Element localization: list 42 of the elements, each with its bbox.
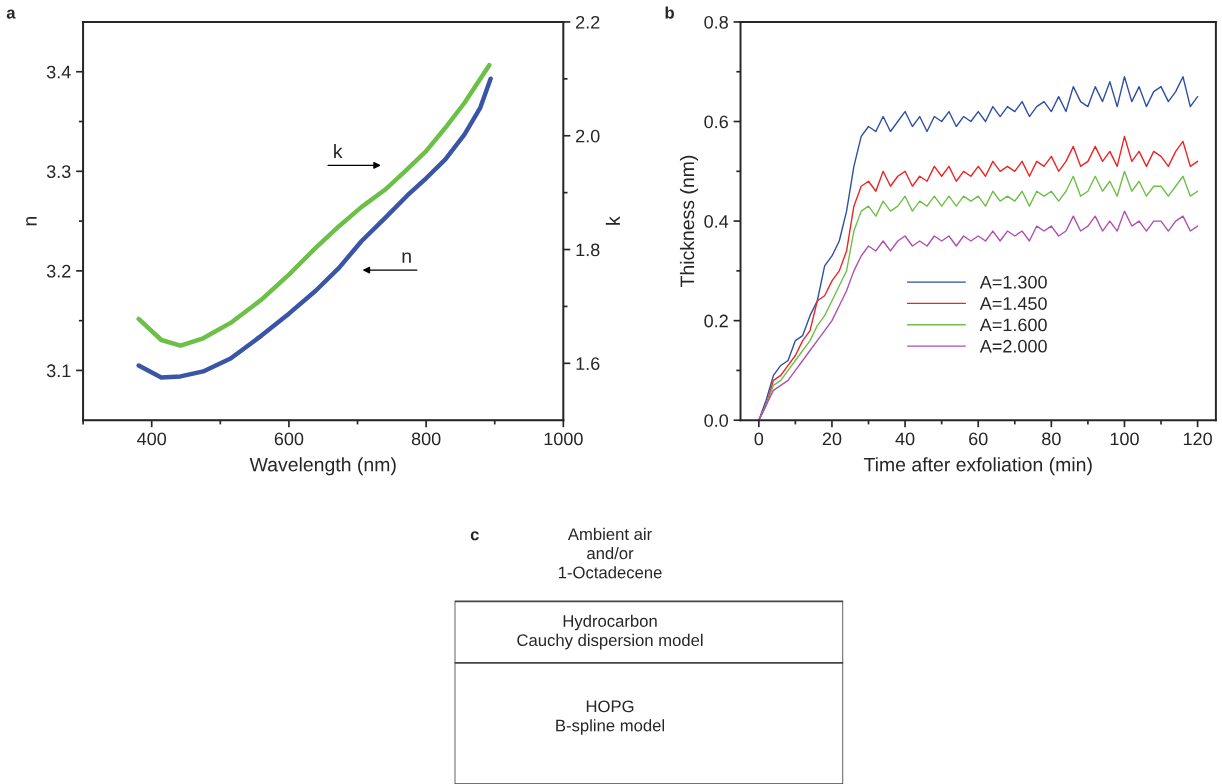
y-tick-label: 3.4: [46, 65, 71, 79]
x-axis-title: Wavelength (nm): [249, 457, 396, 476]
x-tick-label: 20: [822, 432, 842, 446]
annotation: k: [334, 144, 343, 159]
y-tick-label: 0.0: [704, 414, 729, 427]
chart-title: a: [6, 9, 16, 19]
x-tick-label: 80: [1042, 432, 1061, 446]
text: c: [470, 531, 479, 541]
y2-axis-title: k: [605, 216, 620, 225]
y-tick-label: 0.6: [704, 115, 728, 129]
y-tick-label: 0.2: [704, 314, 728, 328]
y2-tick-label: 1.8: [576, 243, 600, 257]
line-series: [758, 210, 1199, 421]
legend-label: A=1.600: [979, 318, 1047, 332]
legend-label: A=2.000: [979, 339, 1047, 353]
y2-tick-label: 2.0: [576, 129, 600, 143]
x-tick-label: 120: [1183, 432, 1212, 446]
x-axis-title: Time after exfoliation (min): [863, 457, 1092, 476]
y-tick-label: 3.2: [46, 264, 71, 278]
legend-label: A=1.300: [979, 275, 1047, 289]
y2-tick-label: 2.2: [576, 15, 600, 29]
x-tick-label: 40: [895, 432, 915, 446]
y2-tick-label: 1.6: [576, 357, 600, 371]
y-tick-label: 3.3: [46, 165, 71, 179]
text: Hydrocarbon Cauchy dispersion model: [517, 614, 703, 650]
x-tick-label: 60: [969, 432, 988, 446]
y-axis-title: n: [26, 216, 37, 226]
text: Ambient air and/or 1-Octadecene: [558, 527, 662, 579]
legend-label: A=1.450: [979, 297, 1047, 310]
y-axis-title: Thickness (nm): [679, 155, 699, 288]
x-tick-label: 400: [137, 432, 167, 446]
x-tick-label: 800: [411, 432, 441, 446]
y-tick-label: 3.1: [46, 364, 71, 378]
x-tick-label: 1000: [544, 432, 583, 446]
y-tick-label: 0.8: [704, 15, 728, 29]
y-tick-label: 0.4: [704, 215, 729, 228]
annotation: n: [402, 252, 411, 263]
chart-title: b: [665, 6, 674, 19]
x-tick-label: 0: [754, 432, 764, 446]
x-tick-label: 100: [1110, 432, 1139, 446]
text: HOPG B-spline model: [556, 700, 665, 735]
x-tick-label: 600: [274, 432, 304, 446]
